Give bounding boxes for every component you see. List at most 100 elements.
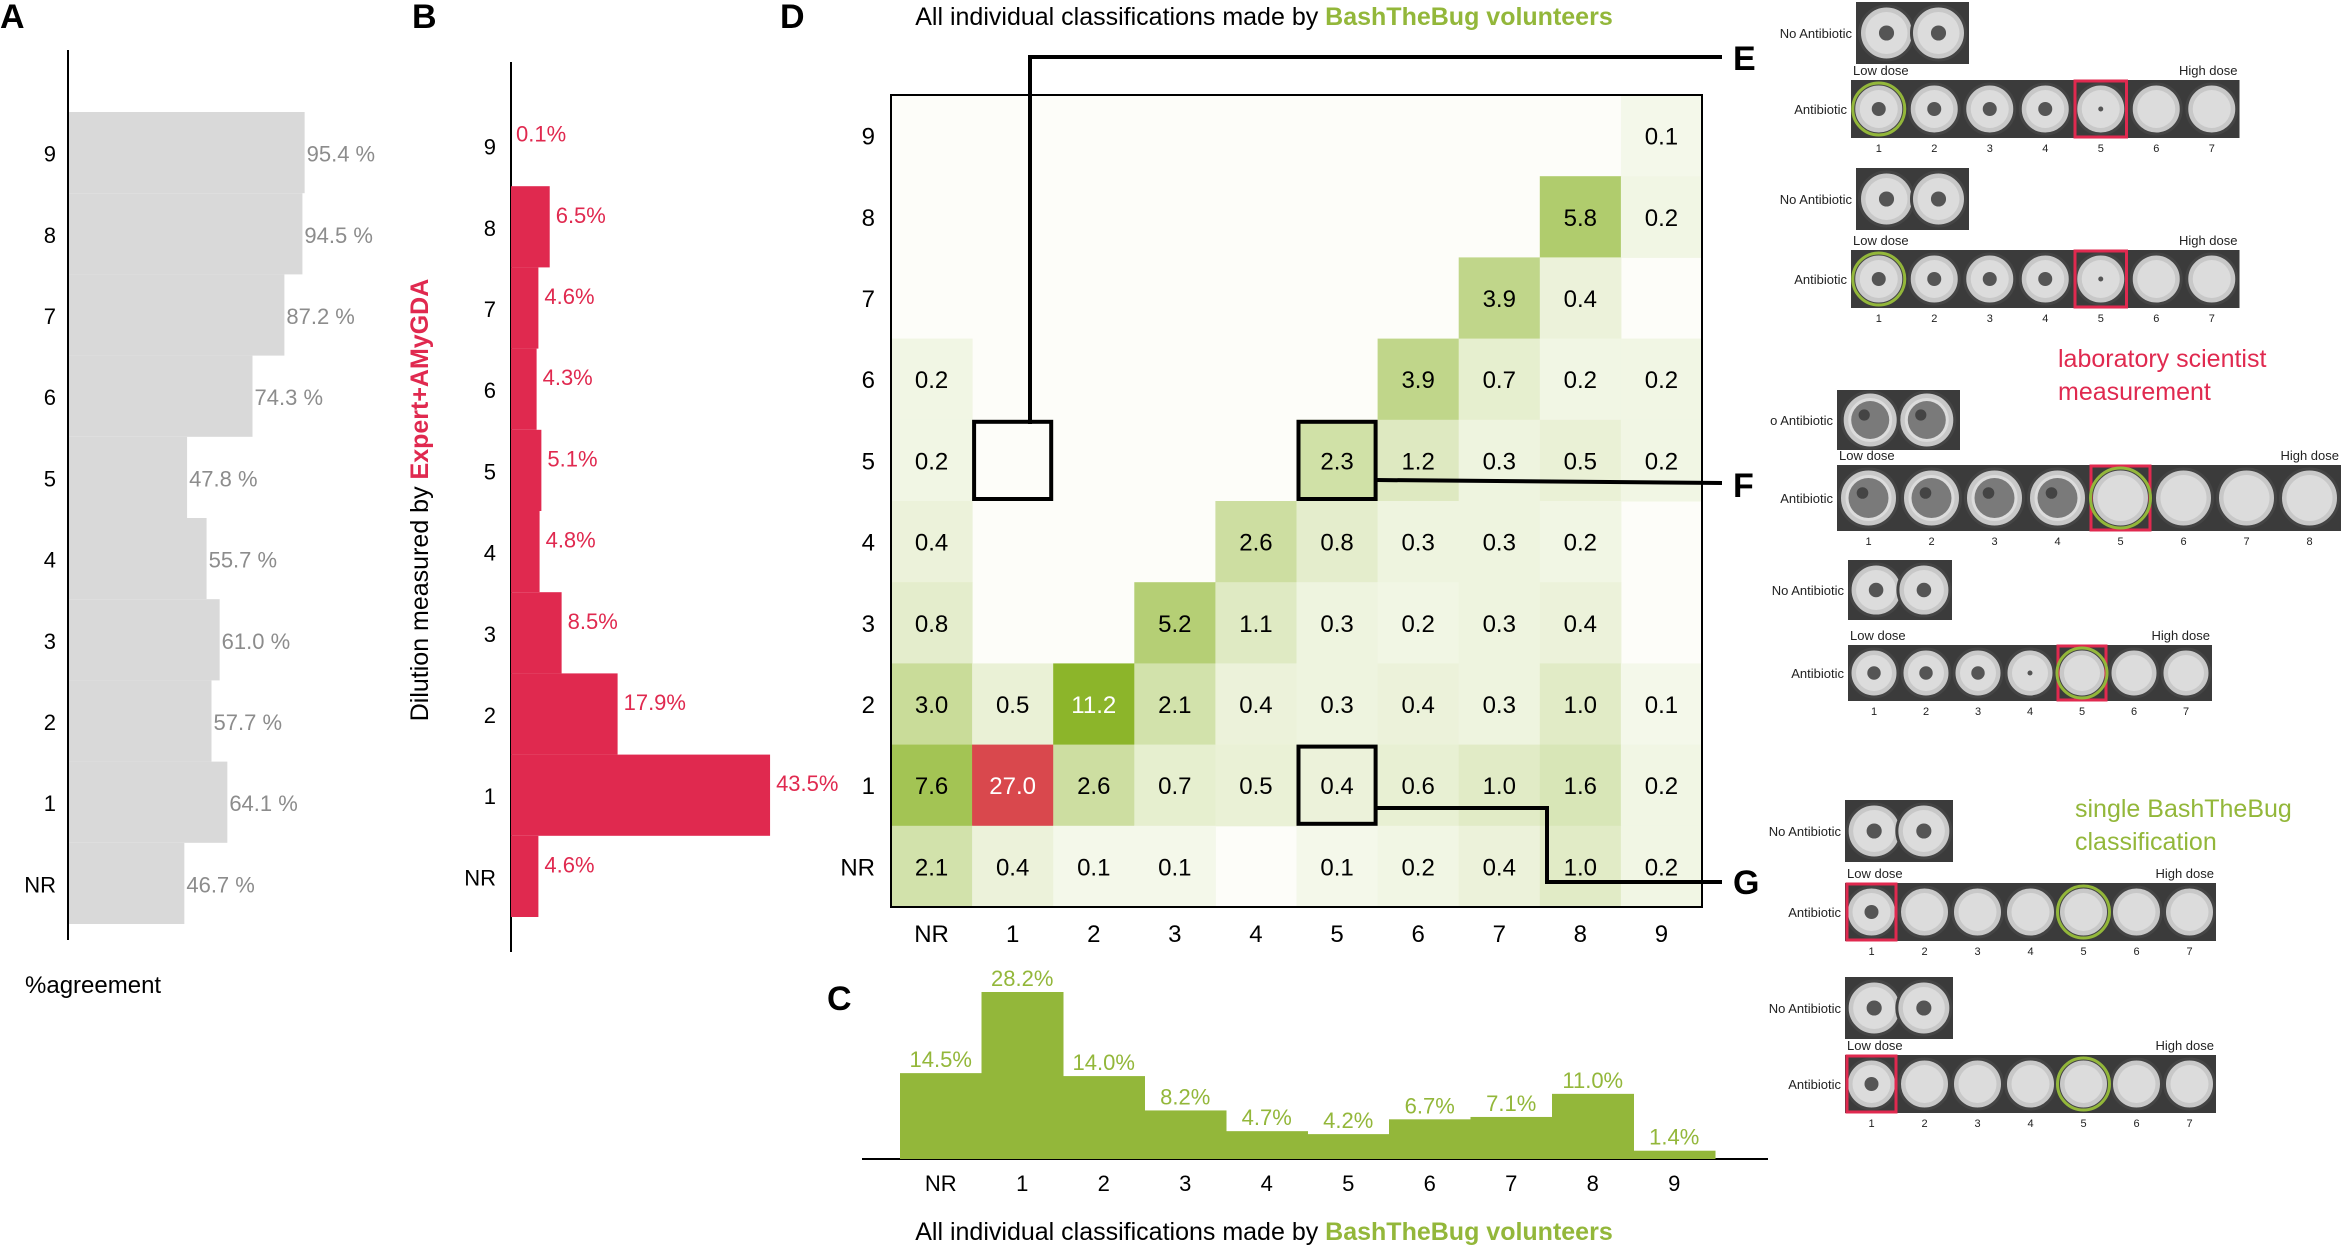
high-dose-label: High dose [2155,1038,2214,1053]
well-number: 2 [1931,313,1937,325]
heatmap-cell-value: 5.2 [1158,611,1191,638]
high-dose-label: High dose [2151,628,2210,643]
heatmap-cell-value: 0.2 [1645,205,1678,232]
no-antibiotic-label: No Antibiotic [1780,26,1853,41]
heatmap-cell [1620,176,1703,258]
antibiotic-label: Antibiotic [1794,272,1847,287]
panel-a-tick-6: 6 [44,385,56,410]
plate-well-inner [2137,90,2176,128]
heatmap-cell [1377,501,1460,583]
growth-spot [1982,487,1995,499]
panel-b-bar-5 [511,429,542,511]
heatmap-cell-value: 0.4 [996,854,1029,881]
antibiotic-well-8 [2279,467,2340,529]
heatmap-cell [891,419,973,502]
plate-well-inner [2168,655,2204,691]
plate-well-inner [2160,475,2207,521]
well-number: 6 [2153,143,2159,155]
well-number: 5 [2098,313,2104,325]
heatmap-cell [1377,663,1460,746]
heatmap-cell [1215,582,1297,664]
heatmap-x-tick-7: 7 [1493,921,1506,948]
heatmap-cell [1377,582,1460,664]
heatmap-cell-value: 0.2 [1645,773,1678,800]
heatmap-cell-value: 0.8 [1320,530,1353,557]
antibiotic-well-3 [1964,467,2025,529]
volunteer-classification-circle [1851,81,1907,137]
growth-heavy [2037,478,2078,518]
heatmap-cell [1134,663,1216,746]
panel-a-bar-4 [69,518,207,600]
plate-well-inner [2117,1065,2156,1103]
plate-well-inner [2011,893,2050,931]
panel-c-xlabel: All individual classifications made by B… [915,1218,1612,1246]
heatmap-cell-value: 0.2 [1401,611,1434,638]
panel-c-bar-label: 28.2% [991,966,1053,991]
volunteer-classification-circle [2056,884,2111,940]
heatmap-cell [1296,501,1379,583]
heatmap-cell [891,825,973,908]
growth-spot [1930,191,1947,207]
no-antibiotic-well-2 [1909,4,1967,62]
legend-scientist-line1: laboratory scientist [2058,345,2266,373]
plate-well-inner [2064,1065,2103,1103]
growth-dot [2098,106,2104,112]
antibiotic-well-3 [1952,647,2004,699]
antibiotic-well-6 [2129,252,2183,306]
heatmap-cell-value: 0.4 [1483,854,1516,881]
antibiotic-well-4 [2018,82,2072,136]
heatmap-cell [1377,825,1460,908]
antibiotic-well-1 [1845,885,1898,939]
plate-well-inner [2137,260,2176,298]
antibiotic-well-6 [2108,647,2160,699]
heatmap-cell [1053,744,1135,827]
well-number: 2 [1921,1118,1927,1130]
heatmap-x-tick-1: 1 [1006,921,1019,948]
plate-well-inner [2117,893,2156,931]
well-number: 7 [2186,946,2192,958]
heatmap-cell-value: 0.7 [1483,367,1516,394]
growth-spot [1858,409,1870,421]
low-dose-label: Low dose [1850,628,1906,643]
connector-g [1376,806,1722,884]
legend-scientist-line2: measurement [2058,378,2211,406]
growth-dot [2027,670,2033,676]
growth-heavy [1848,478,1889,518]
connector-e [1028,55,1722,424]
heatmap-cell [1296,825,1379,908]
heatmap-cell-value: 0.2 [1645,854,1678,881]
plate-well-inner [2116,655,2152,691]
scientist-measurement-box [1845,882,1898,942]
heatmap-cell-value: 0.5 [996,692,1029,719]
heatmap-y-tick-4: 4 [862,530,875,557]
growth-spot [1878,191,1895,207]
antibiotic-well-2 [1898,885,1951,939]
plate-well-inner [2097,475,2144,521]
heatmap-cell-value: 0.4 [1564,286,1597,313]
panel-a-bar-2 [69,680,212,762]
heatmap-cell [1296,663,1379,746]
heatmap-cell-value: 27.0 [989,773,1036,800]
plate-well-inner [2170,1065,2209,1103]
heatmap-y-tick-7: 7 [862,286,875,313]
growth-spot [1866,823,1882,839]
plate-well-inner [2192,90,2231,128]
heatmap-cell [1134,582,1216,664]
heatmap-cell-value: 7.6 [915,773,948,800]
heatmap-cell [1458,257,1541,340]
panel-a-bar-label-4: 55.7 % [209,548,277,573]
plate-well-inner [2064,893,2103,931]
heatmap-cell-value: 0.4 [1401,692,1434,719]
panel-c-tick: 1 [1016,1171,1028,1196]
heatmap-cell-value: 0.3 [1483,611,1516,638]
heatmap-cell [1296,419,1379,502]
growth-spot [1927,272,1942,286]
antibiotic-well-4 [2004,885,2057,939]
plate-well-inner [1958,1065,1997,1103]
growth-spot [1916,823,1932,839]
heatmap-cell [1620,744,1703,827]
panel-a-bar-label-5: 47.8 % [189,466,257,491]
growth-spot [1871,102,1886,116]
heatmap-cell-value: 11.2 [1071,692,1116,719]
antibiotic-well-6 [2129,82,2183,136]
